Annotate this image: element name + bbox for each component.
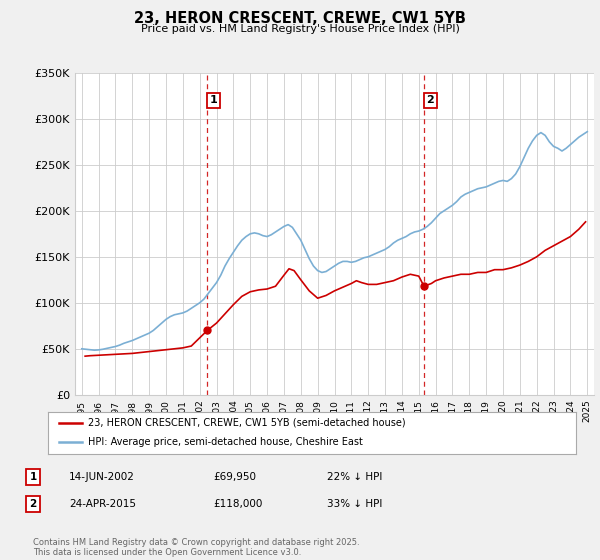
Text: 2: 2 bbox=[427, 95, 434, 105]
Text: 14-JUN-2002: 14-JUN-2002 bbox=[69, 472, 135, 482]
Text: 23, HERON CRESCENT, CREWE, CW1 5YB: 23, HERON CRESCENT, CREWE, CW1 5YB bbox=[134, 11, 466, 26]
Text: £118,000: £118,000 bbox=[213, 499, 262, 509]
Text: 2: 2 bbox=[29, 499, 37, 509]
Text: £69,950: £69,950 bbox=[213, 472, 256, 482]
Text: 22% ↓ HPI: 22% ↓ HPI bbox=[327, 472, 382, 482]
Text: 23, HERON CRESCENT, CREWE, CW1 5YB (semi-detached house): 23, HERON CRESCENT, CREWE, CW1 5YB (semi… bbox=[88, 418, 405, 428]
Text: Contains HM Land Registry data © Crown copyright and database right 2025.
This d: Contains HM Land Registry data © Crown c… bbox=[33, 538, 359, 557]
Text: 33% ↓ HPI: 33% ↓ HPI bbox=[327, 499, 382, 509]
Text: 1: 1 bbox=[29, 472, 37, 482]
Text: HPI: Average price, semi-detached house, Cheshire East: HPI: Average price, semi-detached house,… bbox=[88, 437, 362, 447]
Text: Price paid vs. HM Land Registry's House Price Index (HPI): Price paid vs. HM Land Registry's House … bbox=[140, 24, 460, 34]
Text: 24-APR-2015: 24-APR-2015 bbox=[69, 499, 136, 509]
Text: 1: 1 bbox=[210, 95, 218, 105]
